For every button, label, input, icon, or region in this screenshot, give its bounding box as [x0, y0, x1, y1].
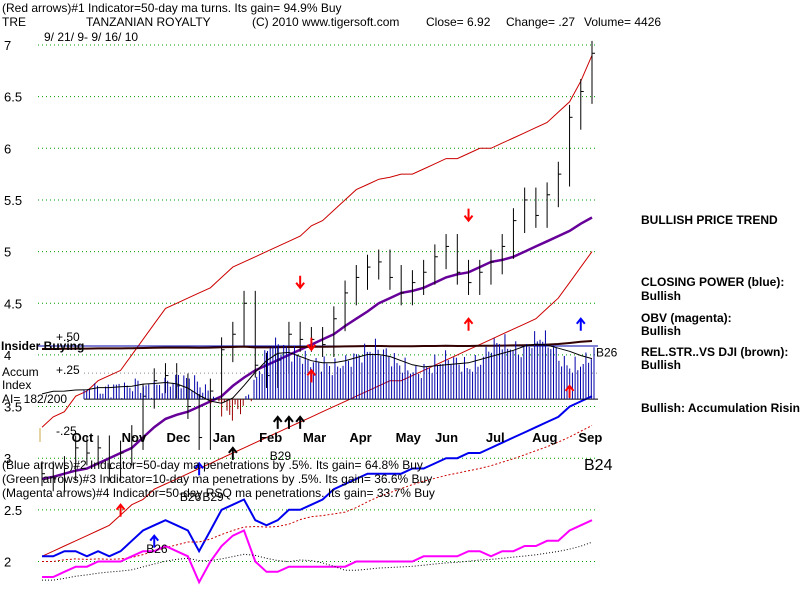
bullish-trend-label: BULLISH PRICE TREND: [641, 213, 778, 227]
signal-arrow-head: [272, 415, 283, 423]
relstr-line: [42, 340, 593, 350]
x-tick-label: Feb: [259, 430, 282, 445]
closing-power-line: [42, 395, 593, 558]
y-tick-label: 6.5: [4, 90, 22, 105]
copyright: (C) 2010 www.tigersoft.com: [252, 15, 400, 29]
change-value: Change= .27: [506, 15, 576, 29]
y-tick-label: 2.5: [4, 503, 22, 518]
signal-arrow-head: [295, 282, 305, 290]
lower-band: [41, 251, 593, 557]
x-tick-label: Jan: [213, 430, 235, 445]
obv-line: [42, 519, 593, 585]
x-tick-label: Jul: [486, 430, 505, 445]
company-name: TANZANIAN ROYALTY: [86, 15, 211, 29]
x-tick-label: Apr: [349, 430, 371, 445]
signal-arrow-head: [564, 384, 575, 392]
indicator-3-caption: (Green arrows)#3 Indicator=10-day ma pen…: [2, 472, 433, 486]
bollinger-bands: [41, 55, 593, 557]
date-range: 9/ 21/ 9- 9/ 16/ 10: [44, 30, 139, 44]
ai-label: AI= 182/200: [2, 392, 68, 406]
signal-arrows: [115, 208, 586, 548]
signal-arrow-head: [115, 503, 126, 511]
volume-value: Volume= 4426: [584, 15, 662, 29]
signal-arrow-head: [194, 461, 204, 469]
y-tick-label: 7: [4, 38, 11, 53]
indicator-series: [41, 216, 593, 585]
closing-power-ma: [42, 425, 593, 562]
upper-band: [41, 55, 593, 428]
x-tick-label: Oct: [72, 430, 94, 445]
accum-label: Accum: [2, 365, 39, 379]
annotation-label: B29: [270, 449, 292, 463]
x-tick-label: Mar: [303, 430, 326, 445]
accum-minus25-label: -.25: [56, 424, 77, 438]
signal-arrow-head: [463, 317, 474, 325]
y-tick-label: 3: [4, 451, 11, 466]
y-tick-label: 6: [4, 141, 11, 156]
signal-arrow-head: [575, 317, 586, 325]
x-tick-label: Aug: [532, 430, 557, 445]
x-tick-label: Jun: [435, 430, 458, 445]
ma50-line: [41, 216, 593, 481]
indicator-2-caption: (Blue arrows)#2 Indicator=50-day ma pene…: [2, 458, 423, 472]
signal-arrow-head: [463, 214, 474, 223]
accum-plus25-label: +.25: [56, 363, 80, 377]
annotation-label: B26: [596, 346, 618, 360]
index-label: Index: [2, 378, 32, 392]
signal-arrow-head: [306, 368, 317, 377]
obv-title: OBV (magenta):: [641, 311, 732, 325]
accumulation-index: [38, 330, 598, 442]
signal-arrow-head: [284, 415, 294, 423]
x-tick-label: Nov: [122, 430, 147, 445]
signal-arrow-head: [228, 446, 238, 454]
x-tick-label: Sep: [578, 430, 602, 445]
price-bars: [41, 40, 595, 492]
x-tick-label: Dec: [167, 430, 191, 445]
close-value: Close= 6.92: [426, 15, 491, 29]
closing-power-value: Bullish: [641, 289, 682, 303]
signal-arrow-head: [149, 534, 160, 542]
accum-note: Bullish: Accumulation Rising: [641, 401, 800, 415]
ticker: TRE: [2, 15, 26, 29]
y-tick-label: 2: [4, 555, 11, 570]
y-tick-label: 4: [4, 348, 11, 363]
relstr-title: REL.STR..VS DJI (brown):: [641, 345, 789, 359]
y-tick-label: 5.5: [4, 193, 22, 208]
indicator-4-caption: (Magenta arrows)#4 Indicator=50-day RSQ …: [2, 486, 435, 500]
annotation-label: B26: [146, 542, 168, 556]
accum-ma-line: [41, 343, 593, 404]
closing-power-title: CLOSING POWER (blue):: [641, 275, 785, 289]
signal-arrow-head: [295, 415, 305, 423]
insider-buying-label: Insider Buying: [1, 339, 85, 353]
annotation-label: B26: [180, 490, 202, 504]
relstr-value: Bullish: [641, 358, 682, 372]
y-tick-label: 4.5: [4, 296, 22, 311]
month-axis: Oct Nov Dec Jan Feb Mar Apr May Jun Jul Aug Sep: [72, 430, 603, 445]
signal-arrow-head: [306, 344, 317, 352]
annotation-label: B24: [584, 457, 613, 474]
annotation-label: B29: [202, 490, 224, 504]
indicator-1-caption: (Red arrows)#1 Indicator=50-day ma turns…: [2, 1, 342, 15]
accum-plus50-label: +.50: [56, 330, 80, 344]
x-tick-label: May: [396, 430, 422, 445]
obv-value: Bullish: [641, 324, 682, 338]
y-tick-label: 3.5: [4, 400, 22, 415]
y-tick-label: 5: [4, 245, 11, 260]
price-axis: 2 2.5 3 3.5 4 4.5 5 5.5 6 6.5 7: [4, 38, 22, 570]
